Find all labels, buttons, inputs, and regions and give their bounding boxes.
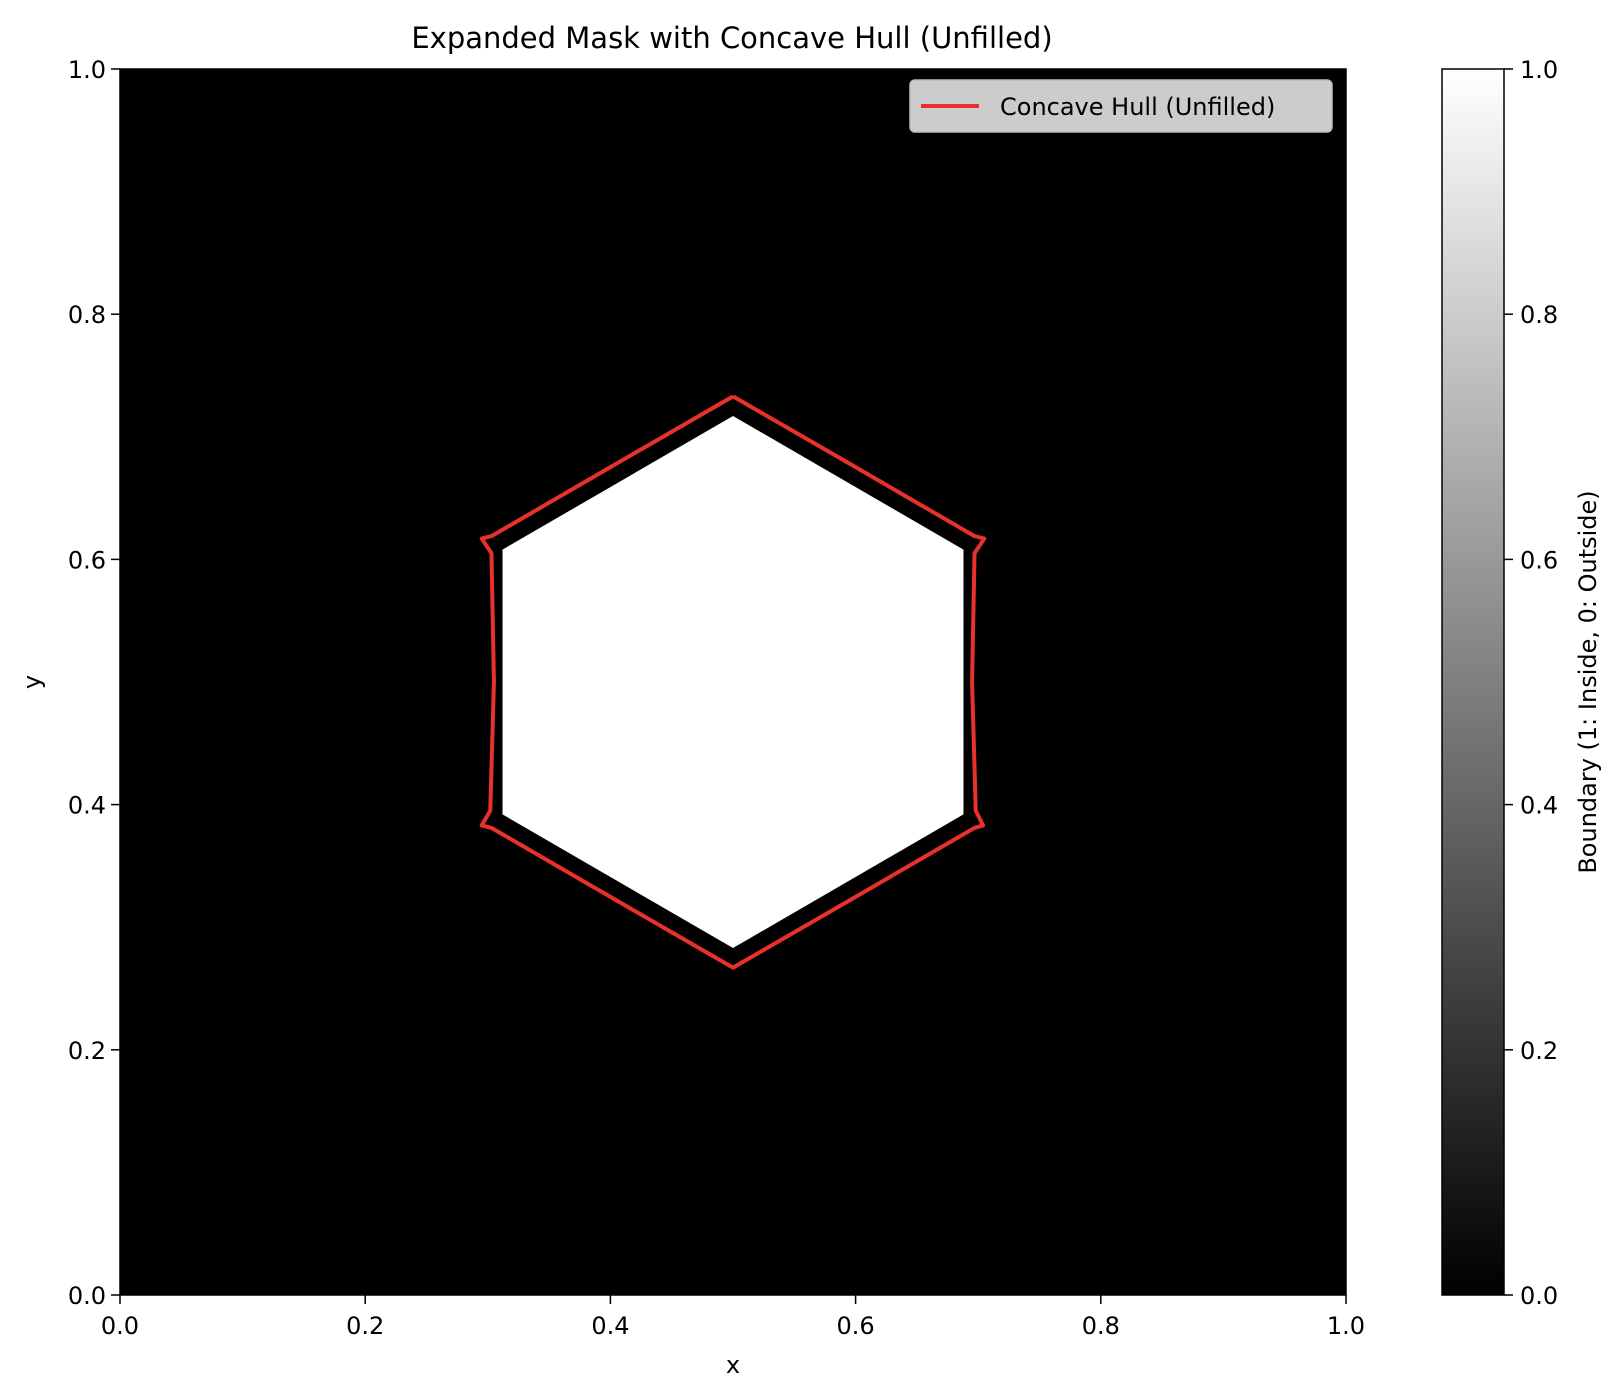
concave-hull-line — [479, 394, 987, 970]
colorbar-tick-label: 0.0 — [1520, 1282, 1558, 1310]
mask-region — [502, 415, 964, 949]
y-tick-label: 0.8 — [68, 301, 106, 329]
legend-box — [909, 79, 1333, 133]
x-tick-label: 0.2 — [346, 1312, 384, 1340]
legend: Concave Hull (Unfilled) — [909, 79, 1333, 133]
colorbar-ticks: 0.0 0.2 0.4 0.6 0.8 1.0 — [1504, 56, 1558, 1310]
legend-label: Concave Hull (Unfilled) — [1000, 93, 1275, 121]
y-axis-label: y — [18, 675, 46, 689]
y-tick-label: 0.0 — [68, 1282, 106, 1310]
y-tick-label: 0.6 — [68, 546, 106, 574]
plot-frame — [119, 68, 1347, 1296]
x-tick-label: 1.0 — [1327, 1312, 1365, 1340]
y-tick-label: 0.2 — [68, 1037, 106, 1065]
x-tick-label: 0.4 — [591, 1312, 629, 1340]
x-axis-label: x — [726, 1351, 740, 1379]
colorbar-tick-label: 0.2 — [1520, 1037, 1558, 1065]
colorbar-tick-label: 0.8 — [1520, 301, 1558, 329]
y-axis-ticks: 0.0 0.2 0.4 0.6 0.8 1.0 — [68, 56, 120, 1310]
colorbar: 0.0 0.2 0.4 0.6 0.8 1.0 Boundary (1: Inside, … — [1441, 56, 1602, 1310]
y-tick-label: 1.0 — [68, 56, 106, 84]
x-tick-label: 0.0 — [101, 1312, 139, 1340]
colorbar-gradient — [1441, 68, 1505, 1296]
colorbar-tick-label: 1.0 — [1520, 56, 1558, 84]
x-axis-ticks: 0.0 0.2 0.4 0.6 0.8 1.0 — [101, 1295, 1365, 1340]
y-tick-label: 0.4 — [68, 792, 106, 820]
x-tick-label: 0.8 — [1082, 1312, 1120, 1340]
x-tick-label: 0.6 — [837, 1312, 875, 1340]
colorbar-tick-label: 0.4 — [1520, 792, 1558, 820]
colorbar-label: Boundary (1: Inside, 0: Outside) — [1574, 490, 1602, 873]
chart-title: Expanded Mask with Concave Hull (Unfille… — [411, 21, 1052, 55]
colorbar-tick-label: 0.6 — [1520, 546, 1558, 574]
